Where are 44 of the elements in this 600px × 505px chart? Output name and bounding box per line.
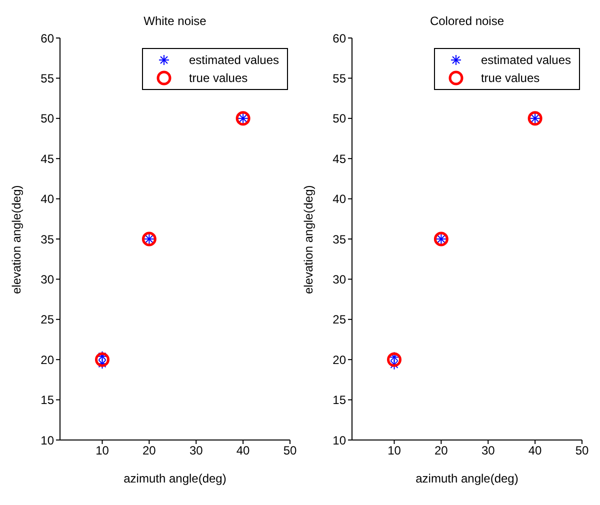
x-tick-label: 40 bbox=[528, 444, 542, 458]
x-axis-title: azimuth angle(deg) bbox=[416, 472, 518, 486]
y-tick-label: 45 bbox=[332, 152, 346, 166]
y-tick-label: 25 bbox=[40, 312, 54, 327]
legend-label: estimated values bbox=[480, 53, 571, 67]
y-tick-label: 50 bbox=[40, 112, 54, 126]
y-tick-label: 55 bbox=[332, 71, 346, 86]
y-tick-label: 40 bbox=[40, 192, 54, 206]
legend-label: true values bbox=[188, 71, 248, 85]
y-tick-label: 20 bbox=[40, 352, 54, 367]
y-tick-label: 55 bbox=[40, 71, 54, 86]
y-tick-label: 15 bbox=[332, 393, 346, 408]
y-tick-label: 30 bbox=[40, 272, 54, 286]
x-tick-label: 20 bbox=[142, 444, 156, 458]
legend-label: true values bbox=[480, 71, 540, 85]
y-axis-title: elevation angle(deg) bbox=[301, 185, 316, 294]
y-axis-title: elevation angle(deg) bbox=[9, 185, 24, 294]
y-tick-label: 10 bbox=[40, 433, 54, 448]
y-tick-label: 20 bbox=[332, 352, 346, 367]
point bbox=[94, 352, 110, 367]
y-tick-label: 35 bbox=[332, 232, 346, 246]
x-tick-label: 50 bbox=[283, 444, 297, 458]
y-tick-label: 30 bbox=[332, 272, 346, 286]
legend-label: estimated values bbox=[188, 53, 279, 67]
y-tick-label: 40 bbox=[332, 192, 346, 206]
point bbox=[386, 352, 402, 367]
y-tick-label: 60 bbox=[332, 31, 346, 46]
y-tick-label: 25 bbox=[332, 312, 346, 327]
y-tick-label: 35 bbox=[40, 232, 54, 246]
y-tick-label: 50 bbox=[332, 112, 346, 126]
y-tick-label: 10 bbox=[332, 433, 346, 448]
x-tick-label: 40 bbox=[236, 444, 250, 458]
y-tick-label: 60 bbox=[40, 31, 54, 46]
chart-title: Colored noise bbox=[428, 14, 506, 28]
x-tick-label: 30 bbox=[481, 444, 496, 458]
x-tick-label: 20 bbox=[434, 444, 448, 458]
x-tick-label: 50 bbox=[575, 444, 589, 458]
y-tick-label: 45 bbox=[40, 152, 54, 166]
x-tick-label: 10 bbox=[96, 444, 110, 458]
chart-title: White noise bbox=[142, 14, 208, 28]
x-tick-label: 30 bbox=[189, 444, 204, 458]
y-tick-label: 15 bbox=[40, 393, 54, 408]
x-axis-title: azimuth angle(deg) bbox=[124, 472, 226, 486]
x-tick-label: 10 bbox=[388, 444, 402, 458]
